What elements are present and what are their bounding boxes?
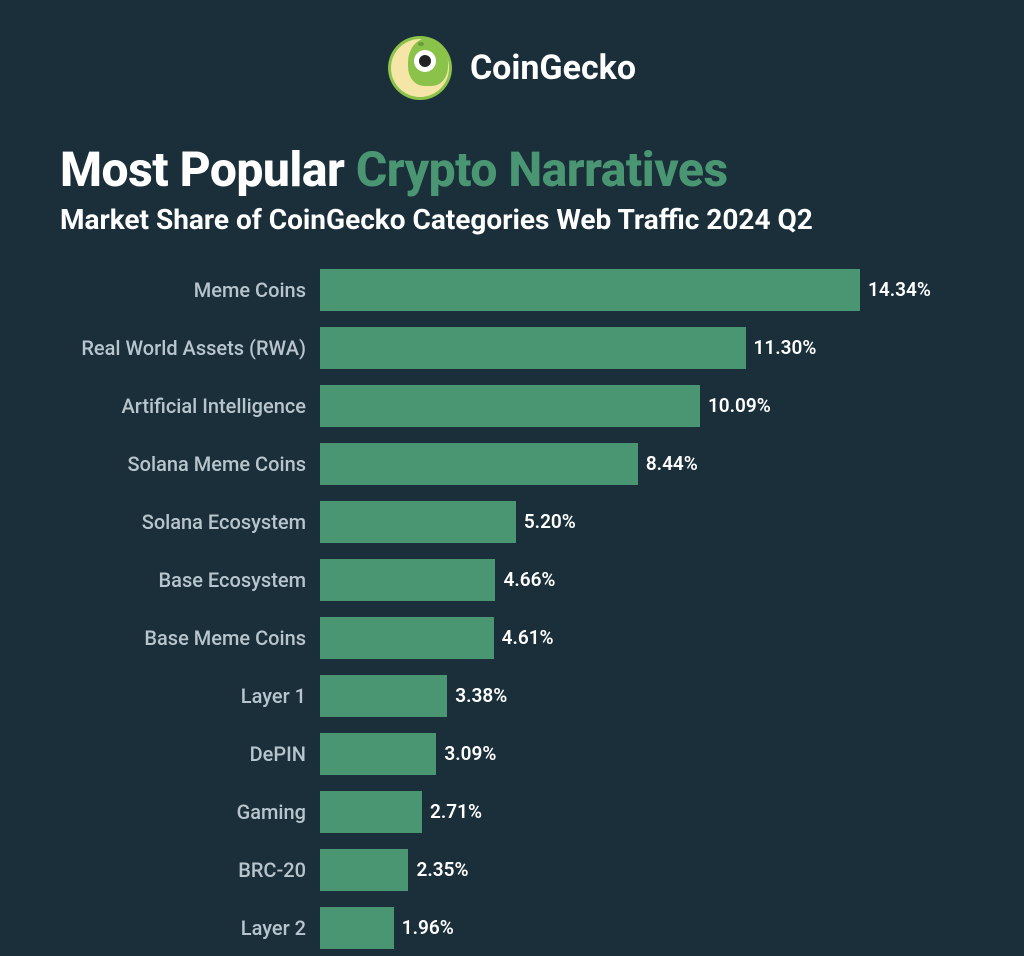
brand-name: CoinGecko [470, 48, 636, 88]
bar-label: Real World Assets (RWA) [60, 336, 320, 360]
bar-row: Solana Meme Coins 8.44% [60, 440, 974, 488]
bar-row: Layer 1 3.38% [60, 672, 974, 720]
brand-header: CoinGecko [50, 36, 974, 100]
bar-fill [320, 385, 700, 427]
bar-value: 3.09% [444, 742, 496, 765]
bar-track: 4.61% [320, 614, 974, 662]
bar-row: Meme Coins 14.34% [60, 266, 974, 314]
bar-value: 2.35% [416, 858, 468, 881]
bar-fill [320, 675, 447, 717]
bar-fill [320, 907, 394, 949]
bar-value: 11.30% [754, 336, 817, 359]
bar-fill [320, 733, 436, 775]
bar-value: 1.96% [402, 916, 454, 939]
bar-value: 3.38% [455, 684, 507, 707]
bar-chart: Meme Coins 14.34% Real World Assets (RWA) 1… [50, 266, 974, 952]
bar-row: Solana Ecosystem 5.20% [60, 498, 974, 546]
bar-value: 4.66% [503, 568, 555, 591]
main-title: Most Popular Crypto Narratives [60, 144, 974, 197]
bar-track: 5.20% [320, 498, 974, 546]
bar-label: Base Ecosystem [60, 568, 320, 592]
bar-track: 8.44% [320, 440, 974, 488]
bar-row: DePIN 3.09% [60, 730, 974, 778]
bar-fill [320, 501, 516, 543]
bar-value: 14.34% [868, 278, 931, 301]
bar-track: 3.09% [320, 730, 974, 778]
bar-label: Solana Meme Coins [60, 452, 320, 476]
bar-track: 1.96% [320, 904, 974, 952]
bar-track: 2.35% [320, 846, 974, 894]
bar-label: DePIN [60, 742, 320, 766]
bar-label: Artificial Intelligence [60, 394, 320, 418]
infographic-container: CoinGecko Most Popular Crypto Narratives… [0, 0, 1024, 952]
bar-track: 11.30% [320, 324, 974, 372]
bar-row: Gaming 2.71% [60, 788, 974, 836]
bar-value: 10.09% [708, 394, 771, 417]
bar-row: Base Ecosystem 4.66% [60, 556, 974, 604]
bar-row: BRC-20 2.35% [60, 846, 974, 894]
bar-row: Layer 2 1.96% [60, 904, 974, 952]
bar-label: Layer 1 [60, 684, 320, 708]
bar-value: 4.61% [502, 626, 554, 649]
bar-value: 2.71% [430, 800, 482, 823]
coingecko-logo-icon [388, 36, 452, 100]
bar-fill [320, 269, 860, 311]
bar-row: Real World Assets (RWA) 11.30% [60, 324, 974, 372]
bar-value: 8.44% [646, 452, 698, 475]
bar-track: 4.66% [320, 556, 974, 604]
bar-row: Artificial Intelligence 10.09% [60, 382, 974, 430]
bar-label: Meme Coins [60, 278, 320, 302]
bar-label: Base Meme Coins [60, 626, 320, 650]
bar-fill [320, 559, 495, 601]
bar-track: 3.38% [320, 672, 974, 720]
bar-value: 5.20% [524, 510, 576, 533]
bar-label: BRC-20 [60, 858, 320, 882]
bar-track: 2.71% [320, 788, 974, 836]
bar-label: Layer 2 [60, 916, 320, 940]
bar-fill [320, 617, 494, 659]
subtitle: Market Share of CoinGecko Categories Web… [60, 203, 974, 236]
bar-label: Solana Ecosystem [60, 510, 320, 534]
bar-fill [320, 443, 638, 485]
bar-label: Gaming [60, 800, 320, 824]
title-accent: Crypto Narratives [356, 141, 728, 198]
title-block: Most Popular Crypto Narratives Market Sh… [50, 144, 974, 236]
bar-row: Base Meme Coins 4.61% [60, 614, 974, 662]
bar-track: 10.09% [320, 382, 974, 430]
bar-fill [320, 791, 422, 833]
bar-track: 14.34% [320, 266, 974, 314]
title-part1: Most Popular [60, 141, 356, 198]
bar-fill [320, 327, 746, 369]
bar-fill [320, 849, 408, 891]
